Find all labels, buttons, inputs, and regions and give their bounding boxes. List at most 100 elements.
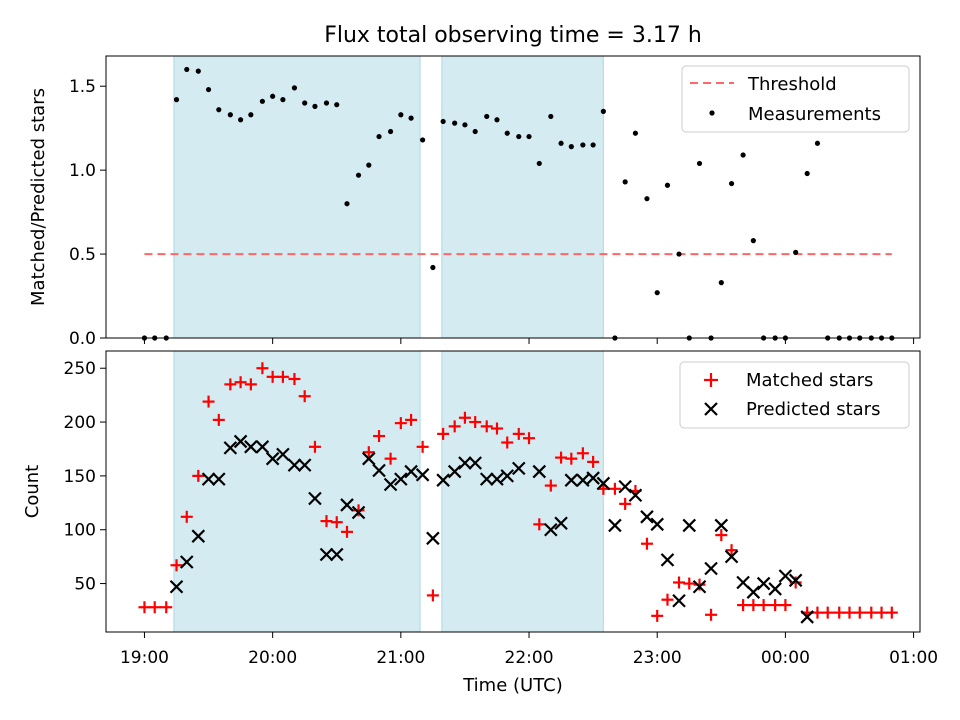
measurement-point	[355, 172, 362, 178]
legend-matched-label: Matched stars	[746, 370, 873, 391]
matched-star-point	[523, 432, 536, 445]
matched-star-point	[373, 430, 386, 443]
bottom-legend-box	[679, 361, 910, 429]
shaded-interval	[173, 55, 421, 339]
measurement-point	[387, 128, 394, 135]
matched-star-point	[661, 593, 674, 606]
measurement-point	[184, 66, 190, 73]
predicted-star-point	[436, 473, 450, 487]
predicted-star-point	[233, 434, 248, 449]
matched-star-point	[587, 455, 600, 468]
measurement-point	[376, 133, 382, 140]
measurement-point	[622, 179, 628, 185]
matched-star-point	[138, 601, 151, 614]
predicted-star-point	[191, 529, 206, 543]
predicted-star-point	[255, 440, 270, 454]
predicted-star-point	[511, 461, 526, 476]
matched-star-point	[565, 452, 578, 465]
measurement-point	[312, 103, 318, 109]
matched-star-point	[244, 378, 257, 391]
matched-star-point	[737, 599, 750, 612]
matched-star-point	[576, 447, 589, 460]
matched-star-point	[170, 559, 183, 572]
measurement-point	[696, 160, 703, 167]
top-legend: Threshold Measurements	[681, 65, 910, 133]
predicted-star-point	[362, 451, 376, 466]
y-tick-label: 100	[64, 521, 96, 541]
predicted-star-point	[340, 498, 354, 512]
shaded-interval	[441, 55, 604, 339]
matched-star-point	[160, 601, 173, 614]
measurement-point	[259, 98, 265, 104]
measurement-point	[420, 137, 426, 143]
y-tick-label: 150	[64, 467, 96, 487]
legend-threshold-label: Threshold	[747, 74, 837, 95]
legend-measurements-label: Measurements	[748, 104, 881, 125]
measurement-point	[205, 86, 212, 93]
top-y-axis-label: Matched/Predicted stars	[28, 88, 49, 306]
predicted-star-point	[404, 464, 418, 479]
matched-star-point	[555, 451, 568, 464]
measurement-point	[366, 162, 372, 168]
measurement-point	[676, 251, 682, 257]
legend-predicted-swatch	[704, 402, 718, 416]
predicted-star-point	[329, 547, 344, 562]
y-tick-label: 1.5	[69, 77, 96, 97]
matched-star-point	[394, 417, 407, 430]
predicted-star-point	[576, 473, 590, 487]
predicted-star-point	[319, 547, 334, 562]
predicted-star-point	[276, 447, 290, 462]
matched-star-point	[458, 411, 471, 424]
predicted-star-point	[724, 549, 739, 564]
measurement-point	[600, 108, 606, 114]
matched-star-point	[180, 510, 193, 523]
matched-star-point	[779, 599, 792, 612]
measurement-point	[804, 170, 810, 177]
y-tick-label: 0.5	[69, 245, 96, 265]
matched-star-point	[426, 589, 439, 602]
legend-matched-swatch	[704, 373, 718, 387]
predicted-star-point	[672, 593, 686, 608]
measurement-point	[237, 117, 244, 123]
matched-star-point	[533, 518, 546, 531]
matched-star-point	[340, 525, 353, 538]
x-tick-label: 21:00	[376, 648, 425, 668]
measurement-point	[558, 140, 564, 146]
matched-star-point	[192, 469, 205, 482]
measurement-point	[440, 118, 446, 125]
predicted-star-point	[244, 440, 258, 454]
x-tick-label: 22:00	[505, 648, 554, 668]
predicted-star-point	[660, 553, 675, 567]
predicted-star-point	[351, 505, 366, 520]
matched-star-point	[885, 606, 898, 619]
matched-star-point	[288, 372, 301, 385]
predicted-star-point	[201, 472, 216, 486]
x-tick-label: 20:00	[248, 648, 297, 668]
measurement-point	[718, 280, 724, 286]
matched-star-point	[747, 599, 760, 612]
bottom-legend: Matched stars Predicted stars	[679, 361, 910, 429]
matched-star-point	[202, 395, 215, 408]
predicted-star-point	[426, 531, 440, 546]
shaded-interval	[173, 350, 421, 633]
measurement-point	[654, 290, 660, 296]
matched-star-point	[352, 504, 365, 517]
measurement-point	[302, 100, 308, 106]
measurement-point	[494, 117, 500, 123]
matched-star-point	[821, 606, 834, 619]
predicted-star-point	[544, 522, 558, 537]
measurement-point	[334, 102, 340, 108]
predicted-star-point	[586, 471, 600, 485]
measurement-point	[664, 182, 671, 188]
measurement-point	[173, 97, 180, 103]
matched-star-point	[673, 576, 686, 589]
y-tick-label: 200	[64, 413, 96, 433]
y-tick-label: 50	[74, 575, 96, 595]
measurement-point	[248, 112, 254, 118]
matched-star-point	[811, 606, 824, 619]
legend-measurements-swatch	[709, 110, 715, 116]
measurement-point	[323, 100, 330, 106]
matched-star-point	[148, 601, 161, 614]
matched-star-point	[853, 606, 866, 619]
